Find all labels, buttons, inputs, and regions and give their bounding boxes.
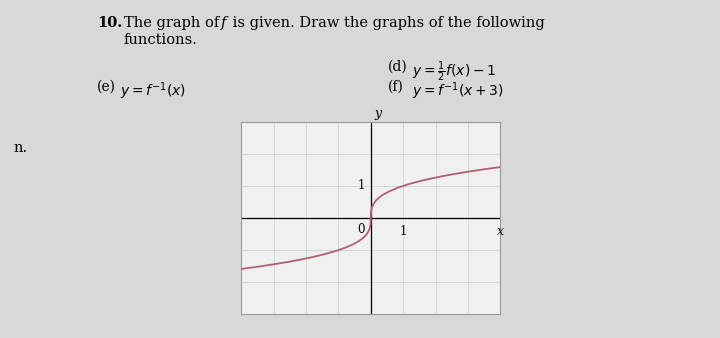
Text: 1: 1 xyxy=(400,225,407,238)
Text: $y = \frac{1}{2}f(x) - 1$: $y = \frac{1}{2}f(x) - 1$ xyxy=(412,60,496,84)
Text: $y = f^{-1}(x + 3)$: $y = f^{-1}(x + 3)$ xyxy=(412,80,504,102)
Text: y: y xyxy=(374,107,382,120)
Text: (d): (d) xyxy=(388,60,408,74)
Text: n.: n. xyxy=(14,141,28,155)
Text: (f): (f) xyxy=(388,80,404,94)
Text: is given. Draw the graphs of the following: is given. Draw the graphs of the followi… xyxy=(228,16,545,30)
Text: The graph of: The graph of xyxy=(124,16,224,30)
Text: (e): (e) xyxy=(97,80,116,94)
Text: 10.: 10. xyxy=(97,16,122,30)
Text: x: x xyxy=(497,225,504,238)
Text: $y = f^{-1}(x)$: $y = f^{-1}(x)$ xyxy=(120,80,186,102)
Text: 1: 1 xyxy=(358,179,365,192)
Text: functions.: functions. xyxy=(124,33,198,47)
Text: f: f xyxy=(221,16,226,30)
Text: 0: 0 xyxy=(357,223,365,236)
